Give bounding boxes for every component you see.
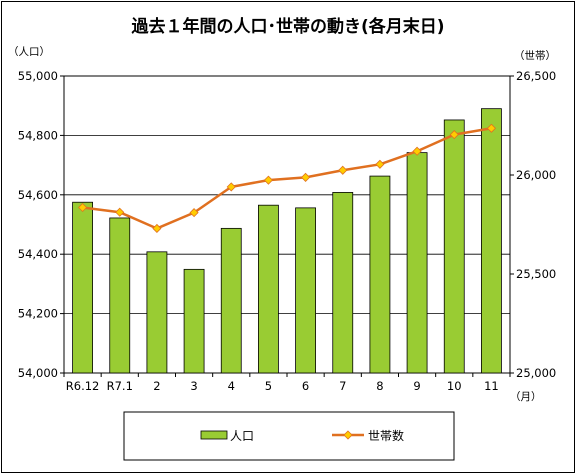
- right-tick-label: 25,500: [516, 267, 556, 281]
- household-point: [263, 175, 273, 185]
- x-tick-label: 3: [190, 379, 197, 393]
- legend-population-swatch: [200, 430, 228, 440]
- x-tick-label: 2: [153, 379, 160, 393]
- household-point: [412, 146, 422, 156]
- household-point: [449, 130, 459, 140]
- left-tick-label: 54,600: [18, 188, 58, 202]
- population-bar: [183, 268, 205, 374]
- right-tick-label: 26,500: [516, 69, 556, 83]
- population-bar: [258, 204, 279, 374]
- left-tick-label: 55,000: [18, 69, 58, 83]
- right-axis-unit-label: （世帯）: [514, 49, 556, 62]
- household-point: [78, 202, 88, 213]
- x-tick-label: 9: [413, 379, 420, 393]
- gridlines: [64, 134, 510, 315]
- left-axis-ticks: 54,000 54,200 54,400 54,600 54,800 55,000: [18, 69, 64, 380]
- x-axis-ticks: R6.12 R7.1 2 3 4 5 6 7 8 9 10 11: [63, 373, 511, 393]
- x-tick-label: 7: [339, 379, 346, 393]
- x-tick-label: R6.12: [66, 379, 100, 393]
- household-point: [375, 159, 385, 169]
- x-tick-label: 6: [302, 379, 309, 393]
- household-line: [78, 123, 496, 234]
- population-bar: [295, 207, 316, 374]
- legend-population-label: 人口: [230, 429, 254, 443]
- household-point: [152, 223, 162, 234]
- household-line-path: [82, 127, 492, 230]
- population-bar: [406, 152, 428, 374]
- left-tick-label: 54,000: [18, 366, 58, 380]
- chart-title: 過去１年間の人口･世帯の動き(各月末日): [131, 16, 444, 37]
- plot-area: [63, 75, 511, 374]
- x-axis-unit-label: （月）: [510, 391, 542, 403]
- left-tick-label: 54,800: [18, 128, 58, 142]
- household-point: [301, 172, 311, 182]
- population-bar: [369, 175, 391, 374]
- right-tick-label: 26,000: [516, 168, 556, 182]
- population-bar: [109, 217, 131, 374]
- right-axis-ticks: 25,000 25,500 26,000 26,500: [510, 69, 556, 380]
- legend-household-label: 世帯数: [368, 428, 404, 443]
- left-axis-unit-label: （人口）: [8, 46, 50, 58]
- population-bar: [481, 108, 502, 374]
- population-bar: [146, 251, 168, 374]
- left-tick-label: 54,400: [18, 247, 58, 261]
- household-point: [486, 123, 496, 133]
- population-bar: [443, 119, 465, 374]
- x-tick-label: 4: [228, 379, 235, 393]
- x-tick-label: 8: [376, 379, 383, 393]
- x-tick-label: 10: [447, 379, 462, 393]
- household-point: [338, 165, 348, 175]
- x-tick-label: 11: [484, 379, 499, 393]
- left-tick-label: 54,200: [18, 307, 58, 321]
- legend-household-marker: [343, 430, 353, 440]
- population-bar: [72, 201, 93, 374]
- household-point: [226, 182, 236, 192]
- legend: [123, 411, 455, 461]
- x-tick-label: 5: [265, 379, 272, 393]
- population-bar: [220, 227, 242, 374]
- population-bar: [332, 192, 354, 374]
- population-bars: [72, 108, 502, 374]
- right-tick-label: 25,000: [516, 366, 556, 380]
- x-tick-label: R7.1: [107, 379, 133, 393]
- household-point: [115, 207, 125, 217]
- household-point: [189, 208, 199, 218]
